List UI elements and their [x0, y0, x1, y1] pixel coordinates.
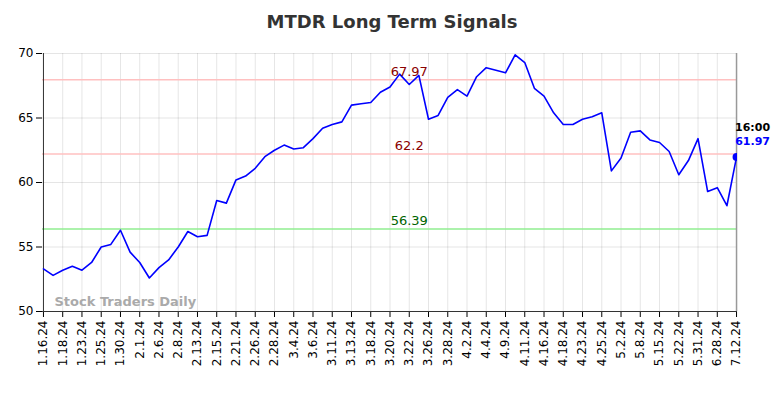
svg-text:2.8.24: 2.8.24 — [171, 321, 185, 359]
svg-text:3.20.24: 3.20.24 — [383, 321, 397, 367]
svg-text:2.28.24: 2.28.24 — [267, 321, 281, 367]
svg-text:2.21.24: 2.21.24 — [229, 321, 243, 367]
svg-text:2.1.24: 2.1.24 — [133, 321, 147, 359]
svg-text:5.2.24: 5.2.24 — [614, 321, 628, 359]
svg-text:3.18.24: 3.18.24 — [364, 321, 378, 367]
svg-text:5.15.24: 5.15.24 — [652, 321, 666, 367]
svg-text:2.13.24: 2.13.24 — [190, 321, 204, 367]
svg-text:2.15.24: 2.15.24 — [210, 321, 224, 367]
svg-text:6.28.24: 6.28.24 — [710, 321, 724, 367]
svg-text:3.13.24: 3.13.24 — [344, 321, 358, 367]
svg-text:3.11.24: 3.11.24 — [325, 321, 339, 367]
svg-text:55: 55 — [18, 240, 33, 254]
svg-text:4.11.24: 4.11.24 — [518, 321, 532, 367]
svg-text:5.22.24: 5.22.24 — [672, 321, 686, 367]
svg-text:4.9.24: 4.9.24 — [498, 321, 512, 359]
svg-text:1.30.24: 1.30.24 — [113, 321, 127, 367]
svg-text:4.25.24: 4.25.24 — [595, 321, 609, 367]
svg-text:3.22.24: 3.22.24 — [402, 321, 416, 367]
svg-text:3.4.24: 3.4.24 — [287, 321, 301, 359]
svg-text:2.26.24: 2.26.24 — [248, 321, 262, 367]
svg-text:4.4.24: 4.4.24 — [479, 321, 493, 359]
svg-text:61.97: 61.97 — [735, 135, 770, 148]
svg-text:4.18.24: 4.18.24 — [556, 321, 570, 367]
svg-text:4.16.24: 4.16.24 — [537, 321, 551, 367]
svg-text:67.97: 67.97 — [391, 64, 428, 79]
svg-text:2.6.24: 2.6.24 — [152, 321, 166, 359]
svg-text:56.39: 56.39 — [391, 213, 428, 228]
svg-text:60: 60 — [18, 175, 33, 189]
svg-text:3.28.24: 3.28.24 — [441, 321, 455, 367]
svg-text:65: 65 — [18, 111, 33, 125]
svg-text:4.2.24: 4.2.24 — [460, 321, 474, 359]
svg-text:1.23.24: 1.23.24 — [75, 321, 89, 367]
svg-text:1.18.24: 1.18.24 — [56, 321, 70, 367]
html-text:MTDR Long Term Signals: MTDR Long Term Signals — [266, 11, 518, 32]
svg-text:4.23.24: 4.23.24 — [575, 321, 589, 367]
svg-text:1.25.24: 1.25.24 — [94, 321, 108, 367]
svg-text:3.6.24: 3.6.24 — [306, 321, 320, 359]
svg-text:5.8.24: 5.8.24 — [633, 321, 647, 359]
svg-text:16:00: 16:00 — [735, 121, 770, 134]
svg-text:3.26.24: 3.26.24 — [421, 321, 435, 367]
svg-text:Stock Traders Daily: Stock Traders Daily — [55, 294, 197, 309]
svg-text:1.16.24: 1.16.24 — [36, 321, 50, 367]
svg-text:7.12.24: 7.12.24 — [729, 321, 743, 367]
svg-text:5.31.24: 5.31.24 — [691, 321, 705, 367]
svg-text:70: 70 — [18, 46, 33, 60]
svg-text:50: 50 — [18, 304, 33, 318]
svg-text:62.2: 62.2 — [395, 138, 424, 153]
